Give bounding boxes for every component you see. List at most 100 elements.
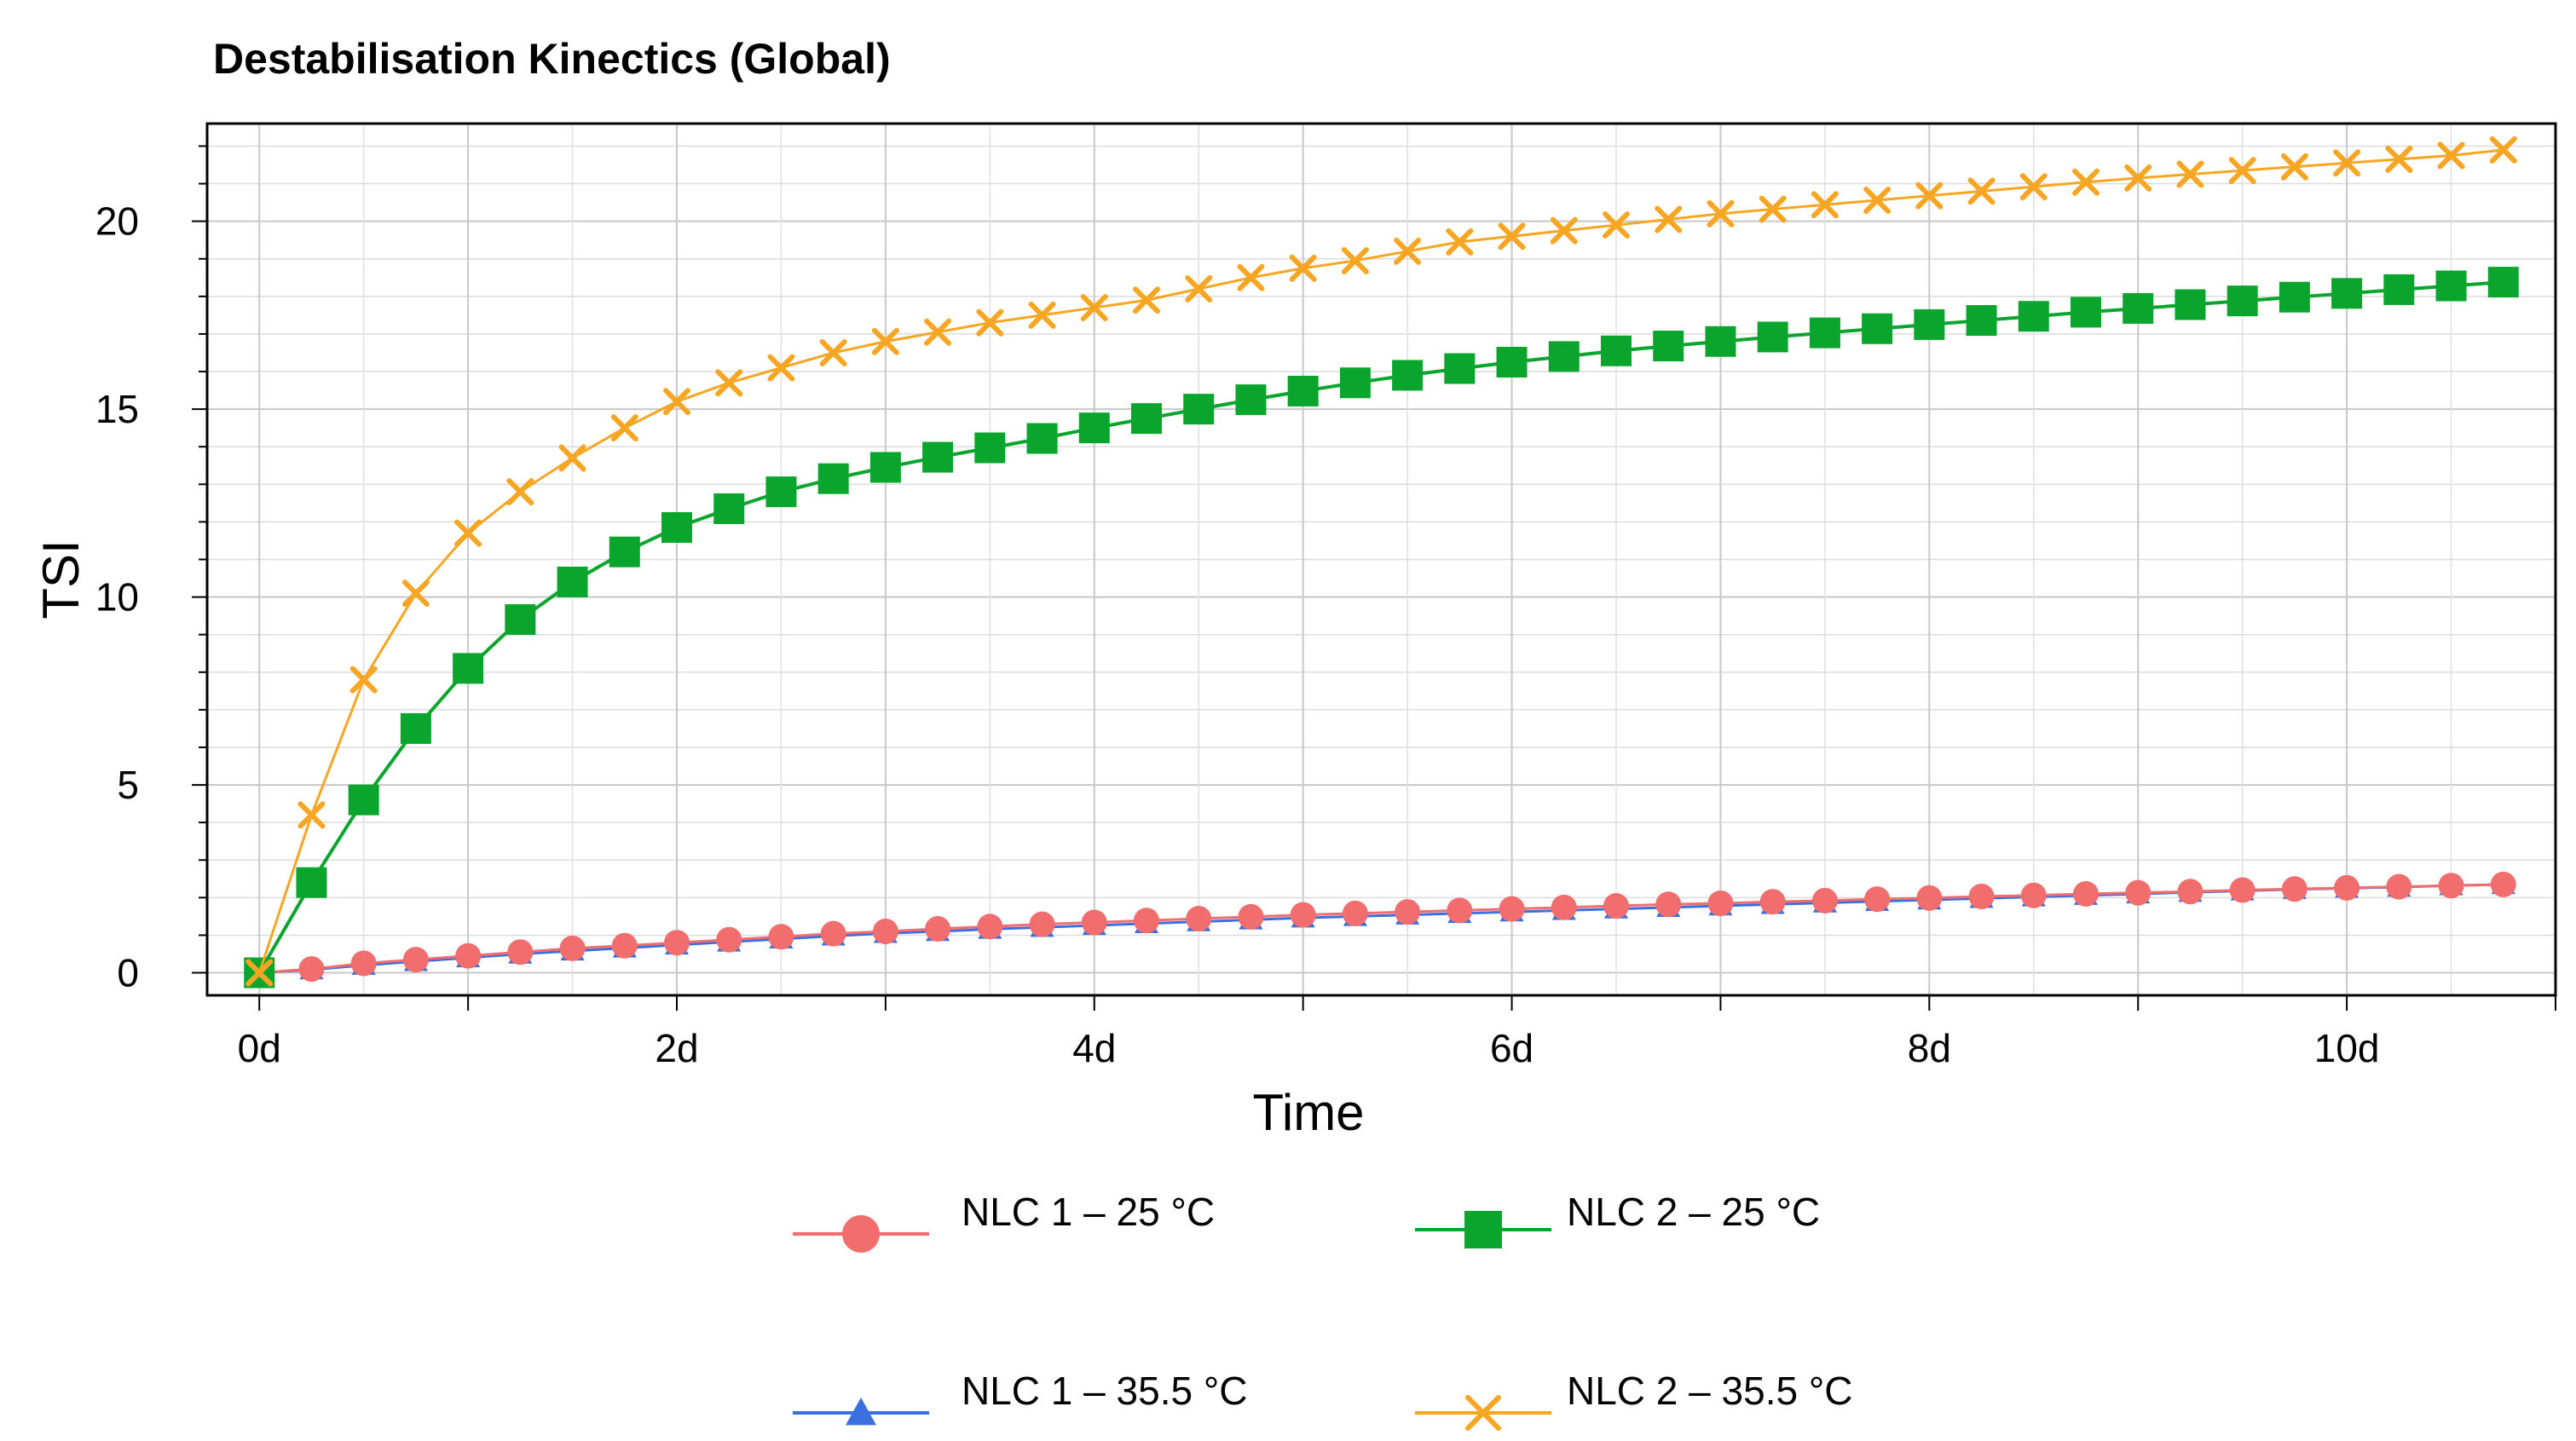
data-point	[1185, 275, 1213, 303]
data-point	[1395, 899, 1421, 925]
data-point	[1966, 305, 1997, 337]
data-point	[506, 478, 534, 506]
data-point	[1655, 891, 1682, 918]
x-marker-stroke	[1465, 1395, 1501, 1431]
data-point	[349, 666, 378, 694]
x-marker-stroke	[2489, 135, 2517, 164]
x-marker-stroke	[401, 579, 430, 608]
data-point	[1809, 317, 1840, 349]
data-point	[2175, 289, 2206, 320]
x-marker-stroke	[1707, 199, 1735, 228]
x-tick-label: 0d	[238, 1026, 281, 1070]
axis-ticks: 0 5 10 15 20 0d 2d 4d 6d 8d 10d	[95, 145, 2556, 1070]
x-marker-stroke	[976, 308, 1004, 337]
x-marker-stroke	[2437, 141, 2465, 170]
data-point	[2176, 160, 2204, 188]
legend-item[interactable]: NLC 2 – 35.5 °C	[1415, 1369, 1852, 1431]
x-marker-stroke	[2019, 173, 2048, 201]
y-axis-label: TSI	[32, 539, 90, 619]
legend-item[interactable]: NLC 1 – 25 °C	[793, 1190, 1215, 1253]
data-point	[765, 476, 797, 508]
series-triangle	[247, 872, 2515, 983]
data-point	[664, 930, 690, 956]
data-point	[1653, 331, 1684, 362]
data-point	[1550, 216, 1578, 245]
data-point	[819, 338, 847, 366]
y-tick-label: 0	[117, 951, 139, 995]
data-point	[2386, 873, 2412, 900]
data-point	[348, 784, 379, 816]
legend-label: NLC 1 – 35.5 °C	[962, 1369, 1247, 1413]
data-point	[1028, 301, 1056, 329]
data-point	[609, 536, 640, 568]
data-point	[559, 935, 586, 961]
x-marker-stroke	[1185, 275, 1213, 303]
data-point	[611, 932, 638, 959]
data-point	[1290, 902, 1316, 928]
data-point	[1287, 375, 1319, 406]
data-point	[2331, 278, 2363, 309]
data-point	[1444, 353, 1476, 384]
data-point	[922, 441, 954, 473]
series-circle	[246, 871, 2516, 986]
data-point	[1238, 903, 1264, 930]
gridlines	[207, 124, 2556, 995]
x-marker-stroke	[1967, 177, 1996, 205]
data-point	[1134, 908, 1159, 934]
x-marker-stroke	[2228, 157, 2256, 185]
data-point	[1499, 896, 1525, 922]
x-marker-stroke	[1759, 195, 1787, 223]
data-point	[245, 959, 274, 987]
data-point	[454, 519, 482, 547]
data-point	[1186, 906, 1212, 932]
data-point	[1551, 894, 1577, 920]
x-marker-stroke	[767, 354, 795, 382]
x-marker-stroke	[1133, 286, 1160, 314]
legend-item[interactable]: NLC 1 – 35.5 °C	[793, 1369, 1247, 1426]
data-point	[2072, 168, 2099, 196]
x-marker-stroke	[2124, 164, 2152, 192]
x-axis-label: Time	[1252, 1084, 1364, 1141]
data-point	[1967, 177, 1996, 205]
data-point	[977, 914, 1003, 940]
data-point	[298, 956, 325, 983]
y-tick-label: 20	[95, 199, 139, 244]
data-point	[610, 414, 638, 442]
data-point	[350, 950, 377, 977]
chart-title: Destabilisation Kinectics (Global)	[213, 35, 891, 83]
series-square	[244, 267, 2519, 989]
data-point	[1916, 885, 1943, 911]
data-point	[1548, 341, 1580, 372]
y-tick-label: 5	[117, 763, 139, 807]
data-point	[1029, 911, 1055, 937]
data-point	[1707, 890, 1734, 916]
data-point	[507, 939, 534, 965]
y-tick-label: 10	[95, 575, 139, 620]
x-marker-stroke	[924, 318, 952, 346]
x-tick-label: 4d	[1072, 1026, 1116, 1070]
data-point	[2279, 281, 2310, 313]
data-point	[974, 432, 1006, 464]
data-point	[1133, 286, 1160, 314]
x-marker-stroke	[1341, 246, 1369, 274]
legend[interactable]: NLC 1 – 25 °C NLC 2 – 25 °C NLC 1 – 35.5 °…	[793, 1190, 1852, 1431]
data-point	[1078, 412, 1110, 444]
data-point	[1446, 228, 1474, 256]
legend-marker-icon	[1464, 1211, 1502, 1248]
data-point	[1392, 360, 1424, 391]
x-marker-stroke	[297, 801, 326, 829]
data-point	[2073, 880, 2099, 907]
x-marker-stroke	[1915, 182, 1944, 210]
data-point	[2385, 145, 2413, 173]
legend-item[interactable]: NLC 2 – 25 °C	[1415, 1190, 1820, 1248]
data-point	[1968, 884, 1995, 910]
x-marker-stroke	[1237, 263, 1265, 291]
x-marker-stroke	[2072, 168, 2099, 196]
y-tick-label: 15	[95, 387, 139, 431]
data-point	[925, 915, 951, 942]
x-marker-stroke	[2333, 149, 2361, 177]
legend-label: NLC 2 – 25 °C	[1567, 1190, 1820, 1234]
data-point	[1705, 326, 1736, 357]
x-marker-stroke	[1863, 186, 1892, 214]
data-point	[2334, 874, 2360, 901]
